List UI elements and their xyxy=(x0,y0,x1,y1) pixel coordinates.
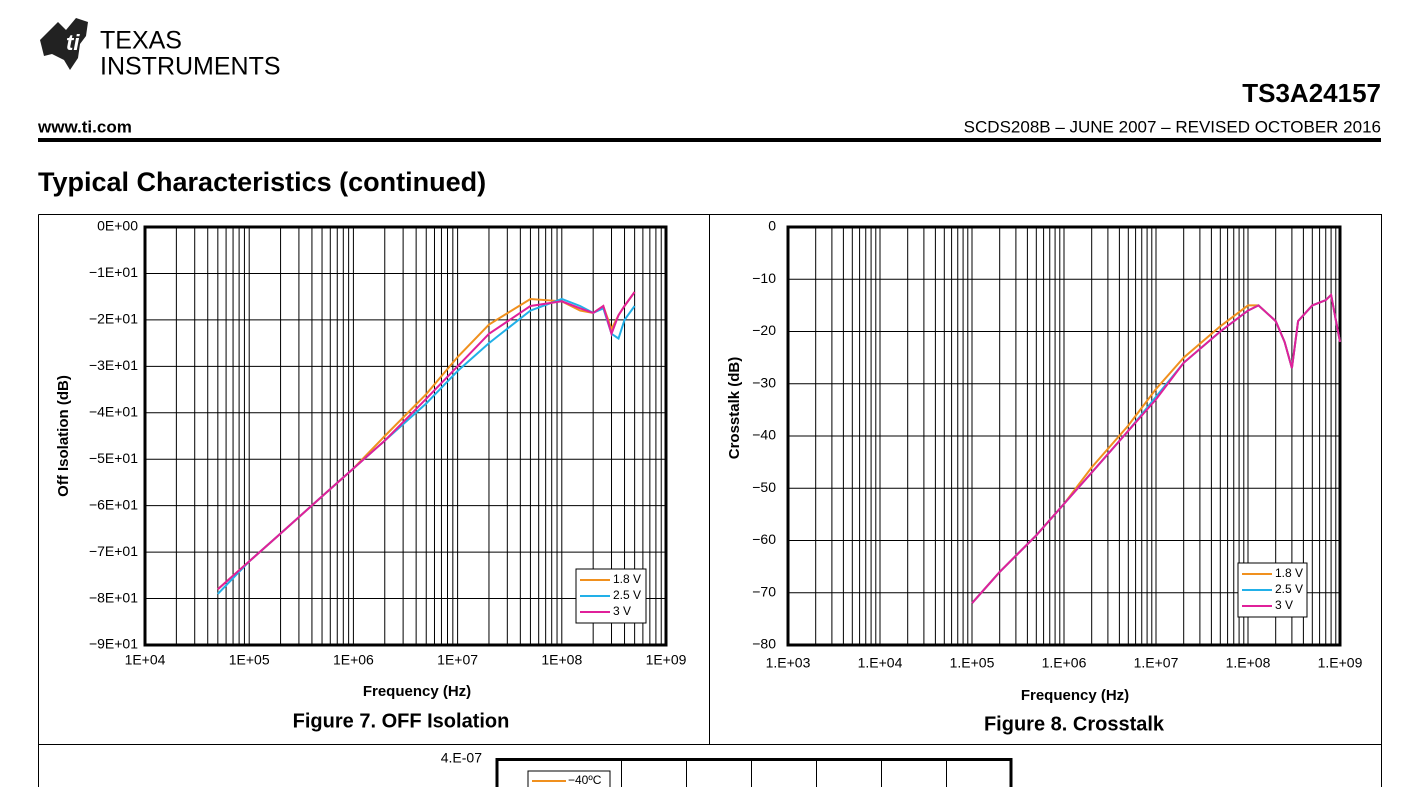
y-tick-label: −70 xyxy=(752,583,776,599)
x-tick-label: 1E+07 xyxy=(437,652,478,668)
y-tick-label: −3E+01 xyxy=(89,357,138,373)
y-tick-label: −60 xyxy=(752,531,776,547)
legend-label: 1.8 V xyxy=(1275,566,1303,580)
figure-frame xyxy=(38,214,1382,787)
y-tick-label: −1E+01 xyxy=(89,264,138,280)
header-rule xyxy=(38,138,1381,142)
legend-label: 2.5 V xyxy=(613,588,641,602)
legend-label: 1.8 V xyxy=(613,572,641,586)
x-tick-label: 1E+06 xyxy=(333,652,374,668)
y-tick-label: −30 xyxy=(752,374,776,390)
figure-caption: Figure 7. OFF Isolation xyxy=(293,710,510,732)
legend-label: 3 V xyxy=(1275,598,1293,612)
y-tick-label: −50 xyxy=(752,479,776,495)
y-tick-label: −2E+01 xyxy=(89,311,138,327)
x-tick-label: 1E+05 xyxy=(229,652,270,668)
legend-label: 3 V xyxy=(613,604,631,618)
y-tick-label: −7E+01 xyxy=(89,543,138,559)
y-tick-label: −9E+01 xyxy=(89,636,138,652)
y-axis-title: Off Isolation (dB) xyxy=(55,375,72,497)
logo-text: INSTRUMENTS xyxy=(100,53,281,81)
partial-figure: 4.E-07 −40ºC xyxy=(441,750,1013,787)
x-tick-label: 1.E+04 xyxy=(858,655,903,671)
y-tick-label: −6E+01 xyxy=(89,496,138,512)
y-tick-label: 4.E-07 xyxy=(441,750,482,766)
y-tick-label: −20 xyxy=(752,322,776,338)
plot-frame xyxy=(786,225,1342,647)
y-tick-label: −5E+01 xyxy=(89,450,138,466)
svg-text:ti: ti xyxy=(66,30,80,55)
y-tick-label: 0E+00 xyxy=(97,218,138,234)
x-tick-label: 1E+09 xyxy=(646,652,687,668)
website: www.ti.com xyxy=(37,117,132,136)
x-tick-label: 1E+08 xyxy=(541,652,582,668)
section-title: Typical Characteristics (continued) xyxy=(38,167,486,197)
data-line xyxy=(217,291,636,591)
x-tick-label: 1.E+03 xyxy=(766,655,811,671)
y-axis-title: Crosstalk (dB) xyxy=(726,357,743,460)
logo-text: TEXAS xyxy=(100,27,182,55)
x-axis-title: Frequency (Hz) xyxy=(1021,687,1129,704)
y-tick-label: −40 xyxy=(752,427,776,443)
x-axis-title: Frequency (Hz) xyxy=(363,683,471,700)
y-tick-label: 0 xyxy=(768,218,776,234)
x-tick-label: 1.E+07 xyxy=(1134,655,1179,671)
data-line xyxy=(971,292,1341,604)
x-tick-label: 1.E+09 xyxy=(1318,655,1363,671)
part-number: TS3A24157 xyxy=(1242,78,1381,108)
x-tick-label: 1E+04 xyxy=(125,652,166,668)
x-tick-label: 1.E+05 xyxy=(950,655,995,671)
x-tick-label: 1.E+06 xyxy=(1042,655,1087,671)
y-tick-label: −80 xyxy=(752,636,776,652)
plot-frame xyxy=(143,225,668,647)
y-tick-label: −4E+01 xyxy=(89,403,138,419)
legend-label: −40ºC xyxy=(568,773,602,787)
legend-label: 2.5 V xyxy=(1275,582,1303,596)
ti-logo-icon: ti xyxy=(40,18,88,70)
figure-caption: Figure 8. Crosstalk xyxy=(984,713,1165,735)
y-tick-label: −8E+01 xyxy=(89,589,138,605)
y-tick-label: −10 xyxy=(752,270,776,286)
document-id: SCDS208B – JUNE 2007 – REVISED OCTOBER 2… xyxy=(964,117,1381,136)
x-tick-label: 1.E+08 xyxy=(1226,655,1271,671)
